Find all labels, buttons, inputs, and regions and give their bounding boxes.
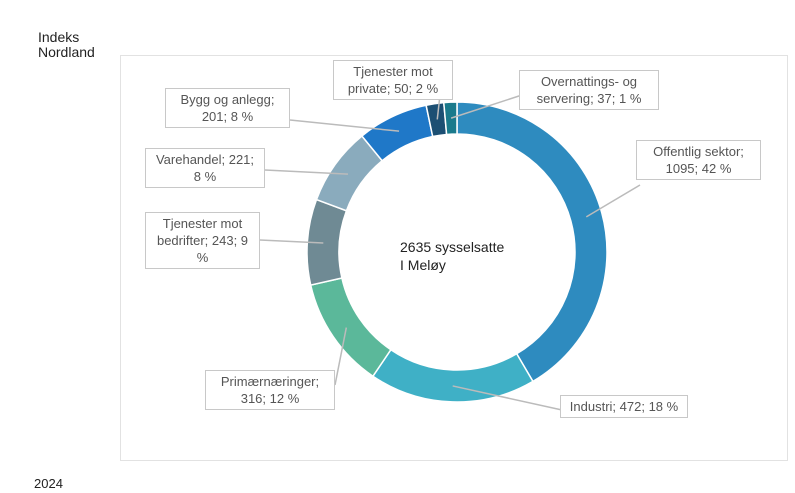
leader-line [259, 239, 324, 244]
donut-slice [442, 101, 458, 136]
data-label: Overnattings- og servering; 37; 1 % [519, 70, 659, 110]
chart-frame [120, 55, 788, 461]
data-label: Tjenester mot private; 50; 2 % [333, 60, 453, 100]
data-label: Offentlig sektor; 1095; 42 % [636, 140, 761, 180]
leader-line [452, 385, 563, 411]
year: 2024 [34, 476, 63, 491]
leader-line [450, 94, 523, 119]
data-label: Bygg og anlegg; 201; 8 % [165, 88, 290, 128]
data-label: Primærnæringer; 316; 12 % [205, 370, 335, 410]
data-label: Tjenester mot bedrifter; 243; 9 % [145, 212, 260, 269]
data-label: Industri; 472; 18 % [560, 395, 688, 418]
donut-slice [309, 277, 392, 378]
leader-line [334, 327, 348, 386]
leader-line [289, 119, 400, 132]
center-label: 2635 sysselsatte I Meløy [400, 239, 505, 273]
donut-slice [371, 348, 534, 403]
leader-line [585, 184, 641, 218]
data-label: Varehandel; 221; 8 % [145, 148, 265, 188]
logo: Indeks Nordland [38, 30, 95, 60]
logo-line: Nordland [38, 44, 95, 60]
leader-line [264, 169, 349, 175]
logo-line: Indeks [38, 29, 80, 45]
